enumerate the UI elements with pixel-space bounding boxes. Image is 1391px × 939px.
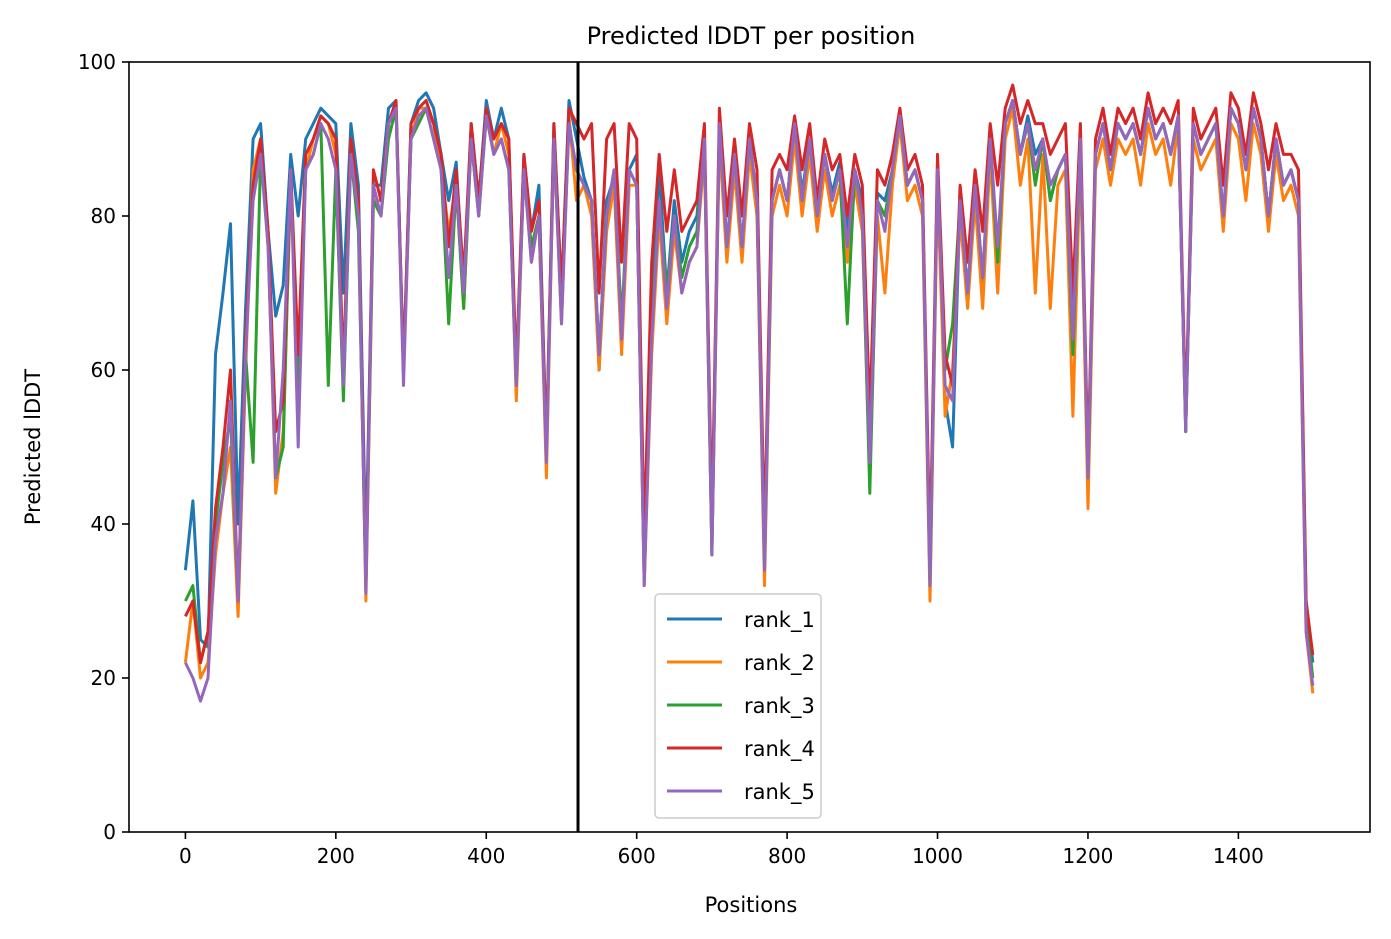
- legend-label-rank-3: rank_3: [744, 694, 815, 719]
- x-tick-label: 400: [467, 844, 505, 868]
- x-tick-label: 1200: [1063, 844, 1114, 868]
- series-layer: [183, 83, 1315, 703]
- legend-label-rank-2: rank_2: [744, 651, 815, 676]
- legend-label-rank-4: rank_4: [744, 737, 815, 762]
- x-tick-label: 1000: [912, 844, 963, 868]
- plot-area-frame: [128, 61, 1371, 833]
- x-tick-label: 1400: [1213, 844, 1264, 868]
- y-tick-label: 0: [103, 820, 116, 844]
- legend-label-rank-1: rank_1: [744, 608, 815, 633]
- series-line-rank-5: [184, 99, 1315, 703]
- x-tick-label: 800: [768, 844, 806, 868]
- x-axis-label: Positions: [705, 893, 798, 917]
- x-tick-label: 0: [179, 844, 192, 868]
- x-tick-label: 600: [618, 844, 656, 868]
- legend-box: [654, 593, 822, 819]
- y-axis-ticks: 0 20 40 60 80 100: [78, 50, 129, 844]
- x-axis-ticks: 0 200 400 600 800 1000 1200 1400: [179, 832, 1264, 868]
- y-tick-label: 40: [91, 512, 116, 536]
- y-tick-label: 60: [91, 358, 116, 382]
- y-tick-label: 100: [78, 50, 116, 74]
- chart-title: Predicted lDDT per position: [587, 22, 916, 50]
- y-tick-label: 20: [91, 666, 116, 690]
- y-axis-label: Predicted lDDT: [21, 369, 45, 525]
- legend-label-rank-5: rank_5: [744, 780, 815, 805]
- x-tick-label: 200: [317, 844, 355, 868]
- legend: rank_1 rank_2 rank_3 rank_4 rank_5: [654, 593, 822, 819]
- series-line-rank-4: [184, 83, 1315, 665]
- y-tick-label: 80: [91, 204, 116, 228]
